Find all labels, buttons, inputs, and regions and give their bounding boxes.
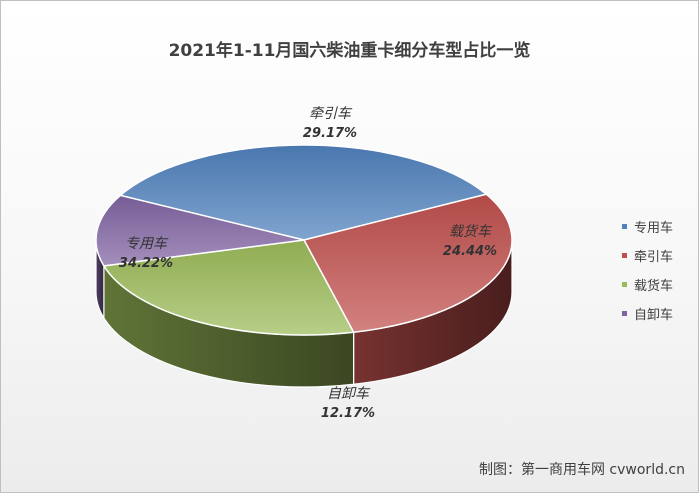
data-label-name-special: 专用车 xyxy=(125,236,169,252)
legend-item-cargo: 载货车 xyxy=(622,270,692,299)
data-label-value-special: 34.22% xyxy=(119,256,173,271)
chart-legend: 专用车牵引车载货车自卸车 xyxy=(622,212,692,328)
legend-item-special: 专用车 xyxy=(622,212,692,241)
data-label-value-dump: 12.17% xyxy=(321,406,375,421)
legend-swatch-dump xyxy=(622,311,627,316)
chart-credit: 制图：第一商用车网 cvworld.cn xyxy=(478,462,685,478)
pie-slices xyxy=(95,144,513,336)
legend-label-special: 专用车 xyxy=(634,221,674,236)
data-label-value-tractor: 29.17% xyxy=(303,126,357,141)
data-label-name-tractor: 牵引车 xyxy=(309,106,353,122)
pie-slice-tractor xyxy=(303,193,513,334)
pie-slice-special xyxy=(119,144,488,241)
legend-swatch-special xyxy=(622,224,627,229)
data-label-name-dump: 自卸车 xyxy=(327,386,371,402)
legend-item-tractor: 牵引车 xyxy=(622,241,692,270)
legend-label-dump: 自卸车 xyxy=(634,308,674,323)
legend-label-cargo: 载货车 xyxy=(634,279,674,294)
pie-slice-dump xyxy=(95,194,305,267)
legend-swatch-tractor xyxy=(622,253,627,258)
chart-title: 2021年1-11月国六柴油重卡细分车型占比一览 xyxy=(168,41,531,61)
legend-label-tractor: 牵引车 xyxy=(634,250,674,265)
data-label-name-cargo: 载货车 xyxy=(449,224,493,240)
legend-swatch-cargo xyxy=(622,282,627,287)
data-labels: 专用车 34.22% 牵引车 29.17% 载货车 24.44% 自卸车 12.17% xyxy=(119,106,497,421)
pie-slice-cargo xyxy=(103,239,355,336)
legend-item-dump: 自卸车 xyxy=(622,299,692,328)
data-label-value-cargo: 24.44% xyxy=(443,244,497,259)
